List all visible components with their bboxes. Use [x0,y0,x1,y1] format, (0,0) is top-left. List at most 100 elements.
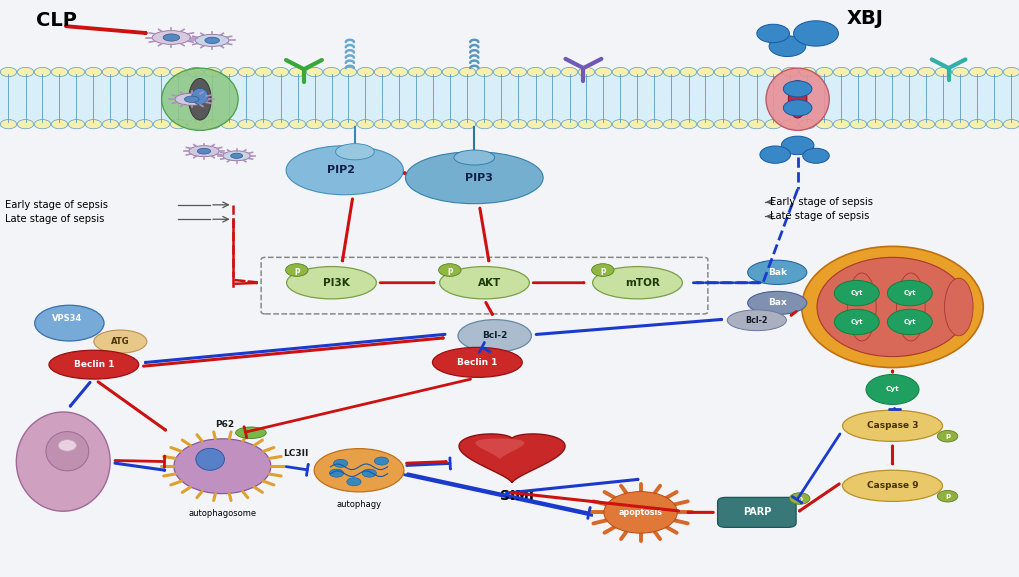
Ellipse shape [192,88,208,104]
Circle shape [768,36,805,57]
Ellipse shape [847,273,875,341]
Ellipse shape [163,34,179,41]
Text: p: p [446,265,452,275]
Circle shape [611,68,628,77]
Circle shape [137,119,153,129]
Ellipse shape [49,350,139,379]
Circle shape [362,469,376,477]
Circle shape [102,68,118,77]
Circle shape [731,119,747,129]
Circle shape [968,119,984,129]
Circle shape [374,457,388,465]
Circle shape [783,100,811,116]
Circle shape [1003,68,1019,77]
Ellipse shape [198,148,211,154]
Circle shape [374,119,390,129]
Ellipse shape [592,267,682,299]
Circle shape [238,68,255,77]
Ellipse shape [801,246,982,368]
Circle shape [560,119,577,129]
Circle shape [170,68,186,77]
Circle shape [357,68,373,77]
Text: LC3II: LC3II [283,449,308,458]
Ellipse shape [94,330,147,353]
Circle shape [204,119,220,129]
Circle shape [680,119,696,129]
Circle shape [799,68,815,77]
Circle shape [425,68,441,77]
Circle shape [544,119,560,129]
Circle shape [802,148,828,163]
Circle shape [901,119,917,129]
Circle shape [272,119,288,129]
Circle shape [783,81,811,97]
Circle shape [629,68,645,77]
Circle shape [952,68,968,77]
Circle shape [1003,119,1019,129]
Circle shape [329,469,343,477]
Circle shape [289,119,306,129]
Text: Cyt: Cyt [903,290,915,296]
Circle shape [611,119,628,129]
Circle shape [887,309,931,335]
Circle shape [442,68,459,77]
Circle shape [255,68,271,77]
Circle shape [850,119,866,129]
Circle shape [646,119,662,129]
Circle shape [834,280,878,306]
Circle shape [86,119,102,129]
Circle shape [764,119,781,129]
Circle shape [119,119,136,129]
Text: Early stage of sepsis: Early stage of sepsis [769,197,872,207]
Circle shape [887,280,931,306]
Polygon shape [475,439,524,459]
Circle shape [510,119,526,129]
Ellipse shape [205,37,219,44]
Circle shape [834,309,878,335]
Circle shape [595,119,611,129]
Circle shape [493,68,510,77]
Circle shape [340,119,357,129]
Circle shape [985,68,1002,77]
Ellipse shape [936,430,957,442]
Circle shape [0,68,16,77]
Circle shape [340,68,357,77]
Circle shape [187,68,204,77]
Circle shape [51,68,67,77]
Circle shape [102,119,118,129]
Text: Beclin 1: Beclin 1 [73,360,114,369]
Text: XBJ: XBJ [846,9,882,28]
Circle shape [578,68,594,77]
Text: ATG: ATG [111,337,129,346]
Text: Bcl-2: Bcl-2 [482,331,506,340]
Text: Bax: Bax [767,298,786,308]
Ellipse shape [230,153,243,159]
Circle shape [255,119,271,129]
Circle shape [697,119,713,129]
Circle shape [346,478,361,486]
Text: AKT: AKT [478,278,500,288]
Ellipse shape [727,310,786,331]
Circle shape [595,68,611,77]
Ellipse shape [458,320,531,352]
Ellipse shape [174,439,271,493]
Circle shape [815,119,832,129]
Text: Cyt: Cyt [850,319,862,325]
Polygon shape [459,434,565,483]
Text: apoptosis: apoptosis [618,508,662,517]
Circle shape [333,459,347,467]
Ellipse shape [196,448,224,470]
Circle shape [221,119,237,129]
Circle shape [119,68,136,77]
Circle shape [17,68,34,77]
Text: Caspase 3: Caspase 3 [866,421,917,430]
Ellipse shape [439,267,529,299]
Circle shape [629,119,645,129]
Ellipse shape [944,278,972,336]
Circle shape [323,119,339,129]
Circle shape [833,119,849,129]
Ellipse shape [189,78,211,120]
Circle shape [51,119,67,129]
Text: autophagosome: autophagosome [189,509,256,518]
Text: Caspase 9: Caspase 9 [866,481,917,490]
